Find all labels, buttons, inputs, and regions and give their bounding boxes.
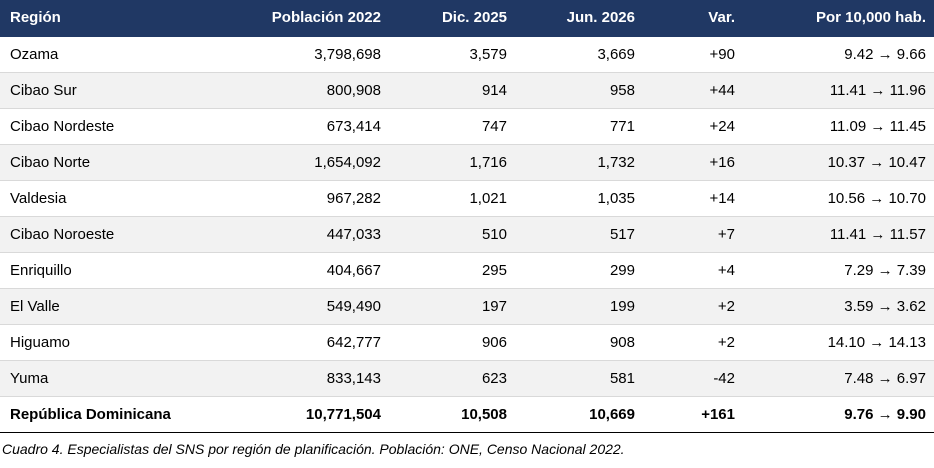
cell-variation: +90 xyxy=(643,36,743,73)
cell-jun-2026: 771 xyxy=(515,108,643,145)
cell-per-10000: 11.41 → 11.57 xyxy=(743,216,934,253)
cell-dec-2025: 623 xyxy=(389,360,515,397)
cell-dec-2025: 747 xyxy=(389,108,515,145)
cell-jun-2026: 10,669 xyxy=(515,395,643,433)
table-row: Ozama 3,798,698 3,579 3,669 +90 9.42 → 9.66 xyxy=(0,36,934,73)
cell-per-10000: 14.10 → 14.13 xyxy=(743,324,934,361)
cell-region: Higuamo xyxy=(0,324,225,361)
table-row: Higuamo 642,777 906 908 +2 14.10 → 14.13 xyxy=(0,324,934,361)
cell-variation: +44 xyxy=(643,72,743,109)
cell-population-2022: 447,033 xyxy=(225,216,389,253)
cell-population-2022: 404,667 xyxy=(225,252,389,289)
cell-region: Enriquillo xyxy=(0,252,225,289)
header-region: Región xyxy=(0,0,225,37)
cell-population-2022: 642,777 xyxy=(225,324,389,361)
cell-variation: -42 xyxy=(643,360,743,397)
cell-population-2022: 673,414 xyxy=(225,108,389,145)
table-row: Yuma 833,143 623 581 -42 7.48 → 6.97 xyxy=(0,360,934,397)
cell-variation: +16 xyxy=(643,144,743,181)
table-row: Cibao Nordeste 673,414 747 771 +24 11.09 → 11… xyxy=(0,108,934,145)
cell-dec-2025: 914 xyxy=(389,72,515,109)
table-row: Enriquillo 404,667 295 299 +4 7.29 → 7.39 xyxy=(0,252,934,289)
cell-dec-2025: 197 xyxy=(389,288,515,325)
cell-region: Cibao Noroeste xyxy=(0,216,225,253)
header-jun-2026: Jun. 2026 xyxy=(515,0,643,37)
cell-region: Cibao Sur xyxy=(0,72,225,109)
table-caption: Cuadro 4. Especialistas del SNS por regi… xyxy=(2,441,625,457)
cell-variation: +14 xyxy=(643,180,743,217)
cell-per-10000: 9.76 → 9.90 xyxy=(743,395,934,433)
table-row: Cibao Norte 1,654,092 1,716 1,732 +16 10.37 →… xyxy=(0,144,934,181)
cell-population-2022: 967,282 xyxy=(225,180,389,217)
cell-population-2022: 549,490 xyxy=(225,288,389,325)
cell-jun-2026: 1,035 xyxy=(515,180,643,217)
cell-dec-2025: 510 xyxy=(389,216,515,253)
cell-variation: +24 xyxy=(643,108,743,145)
cell-jun-2026: 517 xyxy=(515,216,643,253)
cell-region: Cibao Nordeste xyxy=(0,108,225,145)
cell-jun-2026: 581 xyxy=(515,360,643,397)
cell-per-10000: 7.29 → 7.39 xyxy=(743,252,934,289)
cell-per-10000: 10.56 → 10.70 xyxy=(743,180,934,217)
specialists-table: Región Población 2022 Dic. 2025 Jun. 202… xyxy=(0,0,934,433)
table-header-row: Región Población 2022 Dic. 2025 Jun. 202… xyxy=(0,0,934,37)
cell-variation: +7 xyxy=(643,216,743,253)
table-row: Cibao Noroeste 447,033 510 517 +7 11.41 → 11.… xyxy=(0,216,934,253)
cell-dec-2025: 3,579 xyxy=(389,36,515,73)
cell-region: Cibao Norte xyxy=(0,144,225,181)
cell-dec-2025: 295 xyxy=(389,252,515,289)
cell-variation: +2 xyxy=(643,288,743,325)
cell-population-2022: 10,771,504 xyxy=(225,395,389,433)
cell-variation: +161 xyxy=(643,395,743,433)
cell-variation: +4 xyxy=(643,252,743,289)
cell-jun-2026: 3,669 xyxy=(515,36,643,73)
cell-dec-2025: 906 xyxy=(389,324,515,361)
cell-per-10000: 10.37 → 10.47 xyxy=(743,144,934,181)
cell-population-2022: 833,143 xyxy=(225,360,389,397)
cell-per-10000: 9.42 → 9.66 xyxy=(743,36,934,73)
header-variation: Var. xyxy=(643,0,743,37)
cell-jun-2026: 908 xyxy=(515,324,643,361)
cell-per-10000: 7.48 → 6.97 xyxy=(743,360,934,397)
cell-region: Yuma xyxy=(0,360,225,397)
header-dec-2025: Dic. 2025 xyxy=(389,0,515,37)
cell-per-10000: 11.41 → 11.96 xyxy=(743,72,934,109)
cell-region: Valdesia xyxy=(0,180,225,217)
cell-region: República Dominicana xyxy=(0,395,225,433)
cell-population-2022: 3,798,698 xyxy=(225,36,389,73)
cell-region: El Valle xyxy=(0,288,225,325)
table-row: Valdesia 967,282 1,021 1,035 +14 10.56 → 10.7… xyxy=(0,180,934,217)
cell-population-2022: 1,654,092 xyxy=(225,144,389,181)
table-row: El Valle 549,490 197 199 +2 3.59 → 3.62 xyxy=(0,288,934,325)
cell-jun-2026: 299 xyxy=(515,252,643,289)
cell-dec-2025: 1,716 xyxy=(389,144,515,181)
cell-per-10000: 11.09 → 11.45 xyxy=(743,108,934,145)
header-population-2022: Población 2022 xyxy=(225,0,389,37)
header-per-10000: Por 10,000 hab. xyxy=(743,0,934,37)
cell-per-10000: 3.59 → 3.62 xyxy=(743,288,934,325)
cell-jun-2026: 199 xyxy=(515,288,643,325)
cell-dec-2025: 10,508 xyxy=(389,395,515,433)
cell-dec-2025: 1,021 xyxy=(389,180,515,217)
table-total-row: República Dominicana 10,771,504 10,508 10,6… xyxy=(0,395,934,433)
cell-jun-2026: 958 xyxy=(515,72,643,109)
cell-jun-2026: 1,732 xyxy=(515,144,643,181)
table-row: Cibao Sur 800,908 914 958 +44 11.41 → 11.96 xyxy=(0,72,934,109)
cell-region: Ozama xyxy=(0,36,225,73)
cell-population-2022: 800,908 xyxy=(225,72,389,109)
cell-variation: +2 xyxy=(643,324,743,361)
